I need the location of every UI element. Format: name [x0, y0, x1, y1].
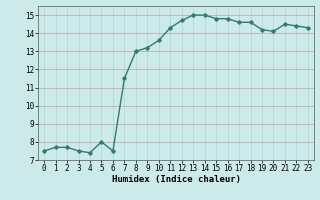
X-axis label: Humidex (Indice chaleur): Humidex (Indice chaleur): [111, 175, 241, 184]
